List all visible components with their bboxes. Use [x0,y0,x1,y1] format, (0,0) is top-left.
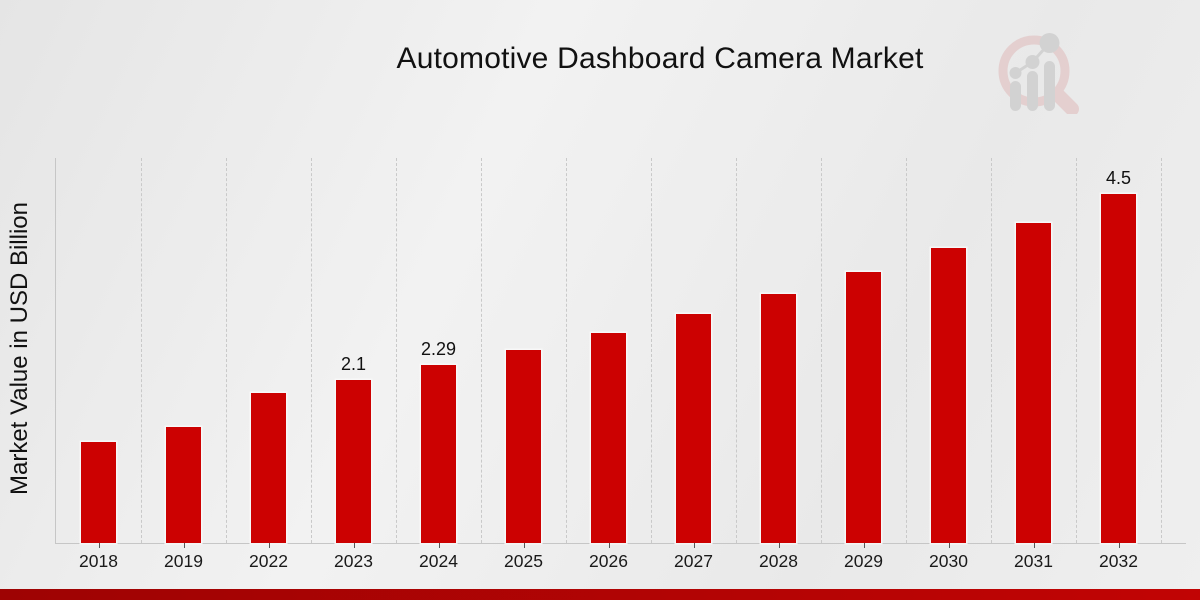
bar-2031 [1016,223,1051,543]
bar-2029 [846,272,881,543]
gridline [821,158,822,543]
x-axis-label-2023: 2023 [334,551,373,571]
x-axis-tick [608,543,610,548]
x-axis-tick [268,543,270,548]
bar-2026 [591,333,626,543]
bar-value-label-2032: 4.5 [1105,168,1132,188]
bar-2025 [506,350,541,543]
x-axis-label-2019: 2019 [164,551,203,571]
bar-2018 [81,442,116,543]
x-axis-tick [778,543,780,548]
y-axis-title: Market Value in USD Billion [6,201,33,495]
chart-title: Automotive Dashboard Camera Market [396,42,924,75]
x-axis-tick [183,543,185,548]
x-axis-tick [438,543,440,548]
x-axis-label-2032: 2032 [1099,551,1138,571]
x-axis-label-2024: 2024 [419,551,458,571]
gridline [651,158,652,543]
x-axis-label-2027: 2027 [674,551,713,571]
bar-2019 [166,427,201,543]
bar-2027 [676,314,711,543]
gridline [1076,158,1077,543]
x-axis-tick [98,543,100,548]
x-axis-label-2018: 2018 [79,551,118,571]
gridline [1161,158,1162,543]
gridline [736,158,737,543]
x-axis-label-2031: 2031 [1014,551,1053,571]
gridline [566,158,567,543]
magnifier-bar-chart-logo-icon [993,28,1079,116]
bar-2023 [336,380,371,543]
bar-2028 [761,294,796,543]
x-axis-label-2029: 2029 [844,551,883,571]
gridline [991,158,992,543]
x-axis-label-2026: 2026 [589,551,628,571]
gridline [141,158,142,543]
x-axis-label-2028: 2028 [759,551,798,571]
bar-value-label-2024: 2.29 [420,339,457,359]
x-axis-label-2025: 2025 [504,551,543,571]
bar-2024 [421,365,456,543]
x-axis-tick [1118,543,1120,548]
bar-value-label-2023: 2.1 [340,354,367,374]
x-axis-tick [948,543,950,548]
x-axis-label-2030: 2030 [929,551,968,571]
logo-svg [998,33,1079,116]
gridline [396,158,397,543]
x-axis-tick [1033,543,1035,548]
x-axis-tick [523,543,525,548]
gridline [481,158,482,543]
bar-2032 [1101,194,1136,543]
footer-accent-band [0,589,1200,600]
x-axis-tick [693,543,695,548]
plot-area: 2018 2019 2022 2.1 2023 2.29 2024 2025 2026 2027 2… [55,158,1186,571]
gridline [226,158,227,543]
bar-2022 [251,393,286,543]
bar-2030 [931,248,966,543]
gridline [311,158,312,543]
gridline [906,158,907,543]
x-axis-label-2022: 2022 [249,551,288,571]
x-axis-tick [863,543,865,548]
x-axis-tick [353,543,355,548]
